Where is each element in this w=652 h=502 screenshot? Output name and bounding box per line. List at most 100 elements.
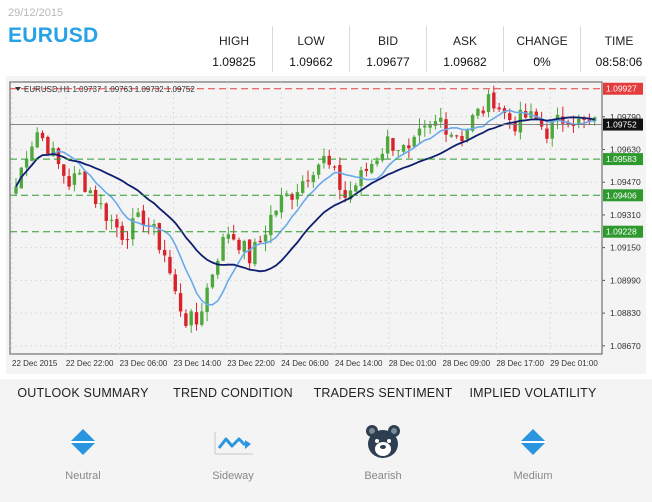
candle-down [508, 113, 512, 121]
candle-down [83, 171, 87, 192]
candle-up [269, 214, 273, 236]
candle-down [513, 121, 517, 132]
indicator-value: Medium [513, 470, 553, 482]
candle-down [343, 190, 347, 198]
candle-up [14, 186, 18, 194]
candle-down [492, 92, 496, 109]
candle-up [30, 146, 34, 161]
candle-down [162, 250, 167, 256]
candle-up [385, 136, 390, 154]
quote-value: 1.09662 [289, 55, 333, 69]
x-tick-label: 23 Dec 06:00 [120, 359, 168, 368]
quote-value: 1.09682 [443, 55, 487, 69]
quote-high: HIGH 1.09825 [196, 26, 272, 72]
quote-value: 0% [533, 55, 551, 69]
candle-up [311, 175, 316, 183]
candle-up [300, 181, 305, 193]
indicator-title: TREND CONDITION [173, 386, 293, 400]
bear-icon [359, 418, 407, 466]
candle-up [72, 173, 77, 185]
quote-label: ASK [452, 34, 477, 48]
candle-up [316, 164, 321, 175]
candle-up [439, 117, 443, 122]
y-tick-label: 1.08990 [610, 275, 641, 285]
plot-frame [9, 81, 603, 355]
quote-label: LOW [297, 34, 325, 48]
candle-down [120, 225, 124, 240]
outlook-summary[interactable]: OUTLOOK SUMMARY Neutral [8, 379, 158, 482]
candle-down [237, 239, 241, 251]
candle-up [486, 94, 491, 113]
candle-down [545, 128, 549, 139]
candle-up [577, 118, 581, 125]
candle-up [221, 236, 225, 261]
candle-down [561, 116, 565, 124]
candle-down [407, 145, 411, 149]
candle-down [141, 210, 146, 225]
candle-up [380, 153, 385, 161]
candle-up [285, 193, 289, 195]
candle-up [396, 150, 400, 152]
chart-menu-arrow-icon [15, 87, 21, 91]
candle-up [428, 123, 432, 128]
candle-up [200, 311, 204, 325]
x-tick-label: 22 Dec 2015 [12, 359, 58, 368]
y-tick-label: 1.08830 [610, 308, 641, 318]
candle-up [263, 234, 268, 242]
candle-down [290, 194, 294, 200]
price-chart[interactable]: 22 Dec 2015 22 Dec 22:00 23 Dec 06:00 23 De… [6, 76, 646, 374]
candle-up [274, 210, 278, 216]
level-tag [603, 189, 643, 202]
implied-volatility[interactable]: IMPLIED VOLATILITY Medium [458, 379, 608, 482]
price-chart-svg[interactable]: 22 Dec 2015 22 Dec 22:00 23 Dec 06:00 23 De… [6, 76, 646, 374]
x-tick-label: 28 Dec 09:00 [443, 359, 491, 368]
candle-down [481, 110, 485, 114]
x-tick-label: 29 Dec 01:00 [550, 359, 598, 368]
moving-average-slow [15, 116, 595, 273]
quote-bid: BID 1.09677 [349, 26, 426, 72]
y-tick-label: 1.09150 [610, 243, 641, 253]
candle-up [136, 212, 140, 217]
quote-strip: HIGH 1.09825 LOW 1.09662 BID 1.09677 ASK… [196, 26, 652, 72]
candle-down [571, 124, 576, 126]
candle-up [226, 234, 231, 239]
candle-down [338, 165, 342, 190]
candle-down [444, 119, 448, 135]
candle-down [364, 168, 369, 171]
candle-down [306, 180, 310, 182]
candle-up [131, 218, 135, 240]
candle-up [465, 129, 469, 140]
candle-up [78, 172, 82, 175]
candle-down [460, 136, 464, 141]
candle-down [454, 135, 459, 137]
candle-down [46, 136, 50, 155]
candle-up [216, 260, 220, 275]
candle-down [184, 313, 188, 326]
traders-sentiment[interactable]: TRADERS SENTIMENT Bearish [308, 379, 458, 482]
candle-down [391, 138, 395, 151]
candle-up [401, 145, 406, 152]
candle-down [125, 239, 130, 241]
candle-down [173, 274, 177, 292]
candle-up [449, 134, 454, 137]
candle-down [67, 176, 71, 187]
quote-change: CHANGE 0% [503, 26, 580, 72]
quote-label: HIGH [219, 34, 249, 48]
candle-down [332, 166, 337, 168]
y-tick-label: 1.08670 [610, 341, 641, 351]
candle-down [327, 155, 331, 165]
quote-label: CHANGE [516, 34, 568, 48]
quote-value: 08:58:06 [595, 55, 643, 69]
candle-up [412, 136, 416, 147]
candle-down [539, 119, 544, 127]
candle-down [247, 239, 252, 264]
current-price-tag [603, 118, 643, 131]
trend-condition[interactable]: TREND CONDITION Sideway [158, 379, 308, 482]
level-label: 1.09927 [606, 84, 637, 94]
candle-down [157, 223, 162, 250]
quote-date: 29/12/2015 [8, 7, 64, 19]
candle-up [253, 241, 257, 265]
candle-up [470, 115, 475, 131]
x-tick-label: 22 Dec 22:00 [66, 359, 114, 368]
x-tick-label: 28 Dec 17:00 [496, 359, 544, 368]
